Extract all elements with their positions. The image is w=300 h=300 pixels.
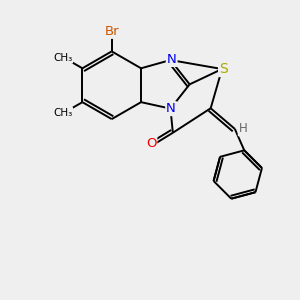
- Text: O: O: [146, 137, 156, 151]
- Text: S: S: [219, 62, 228, 76]
- Text: N: N: [167, 53, 176, 66]
- Text: Br: Br: [104, 25, 119, 38]
- Text: CH₃: CH₃: [53, 108, 72, 118]
- Text: CH₃: CH₃: [53, 53, 72, 63]
- Text: H: H: [239, 122, 248, 135]
- Text: N: N: [166, 102, 176, 115]
